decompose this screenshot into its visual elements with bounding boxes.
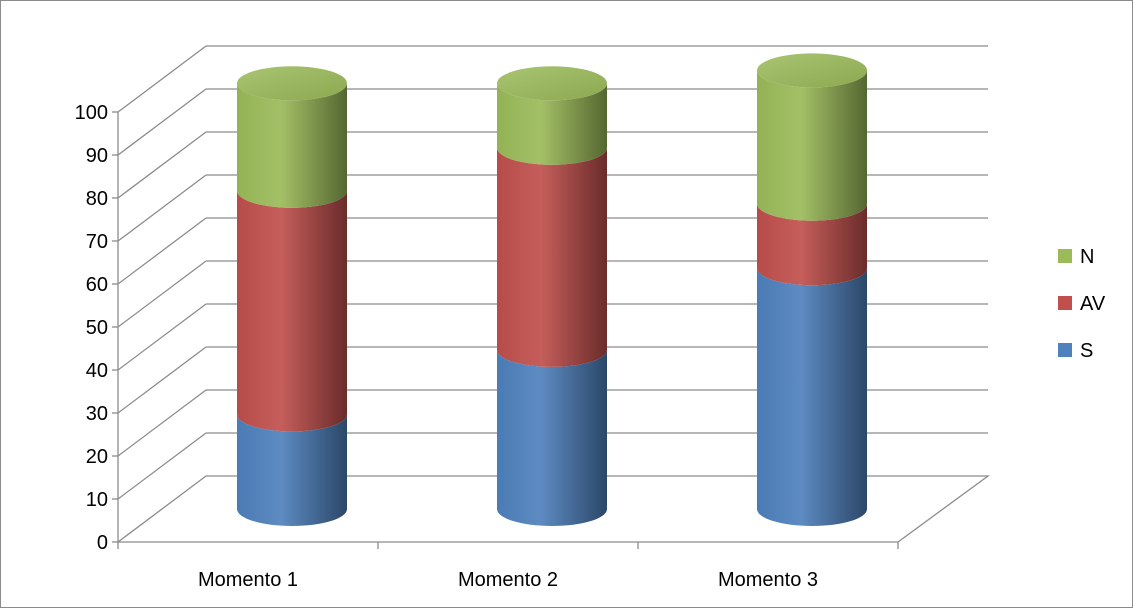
x-tick-label: Momento 1 [198, 569, 298, 591]
y-tick-label: 50 [86, 317, 108, 339]
x-tick-label: Momento 3 [718, 569, 818, 591]
bar-segment-av [757, 203, 867, 286]
axis-labels: 0 10 20 30 40 50 60 70 80 90 100 Momento 1 Momento 2… [75, 102, 818, 591]
bars [237, 53, 867, 526]
bar-top-n [757, 53, 867, 88]
gridline-side [117, 303, 207, 371]
y-tick-label: 40 [86, 360, 108, 382]
bar-segment-av [237, 190, 347, 432]
gridline-side [117, 45, 207, 113]
bar-stack [497, 66, 607, 526]
gridline-side [117, 88, 207, 156]
gridline-side [117, 217, 207, 285]
y-tick-label: 60 [86, 274, 108, 296]
legend-label-av: AV [1080, 293, 1106, 315]
y-tick-label: 20 [86, 446, 108, 468]
bar-stack [757, 53, 867, 526]
y-tick-label: 10 [86, 489, 108, 511]
bar-stack [237, 66, 347, 526]
legend-swatch-n [1058, 249, 1072, 263]
gridline-side [117, 389, 207, 457]
bar-segment-n [497, 83, 607, 165]
gridline-side [117, 346, 207, 414]
bar-segment-n [237, 83, 347, 208]
y-tick-label: 0 [97, 532, 108, 554]
y-tick-label: 70 [86, 231, 108, 253]
bar-segment-s [237, 414, 347, 526]
y-tick-label: 30 [86, 403, 108, 425]
legend: N AV S [1058, 246, 1106, 362]
y-tick-label: 90 [86, 145, 108, 167]
x-tick-label: Momento 2 [458, 569, 558, 591]
legend-label-s: S [1080, 340, 1093, 362]
bar-segment-s [757, 268, 867, 526]
y-tick-label: 80 [86, 188, 108, 210]
gridline-side [117, 131, 207, 199]
legend-label-n: N [1080, 246, 1094, 268]
bar-top-n [237, 66, 347, 101]
bar-segment-av [497, 147, 607, 367]
gridline-side [117, 174, 207, 242]
bar-top-n [497, 66, 607, 101]
gridline-side [117, 432, 207, 500]
y-tick-label: 100 [75, 102, 108, 124]
bar-segment-n [757, 70, 867, 221]
legend-swatch-s [1058, 343, 1072, 357]
legend-swatch-av [1058, 296, 1072, 310]
gridline-side [117, 260, 207, 328]
bar-segment-s [497, 349, 607, 526]
